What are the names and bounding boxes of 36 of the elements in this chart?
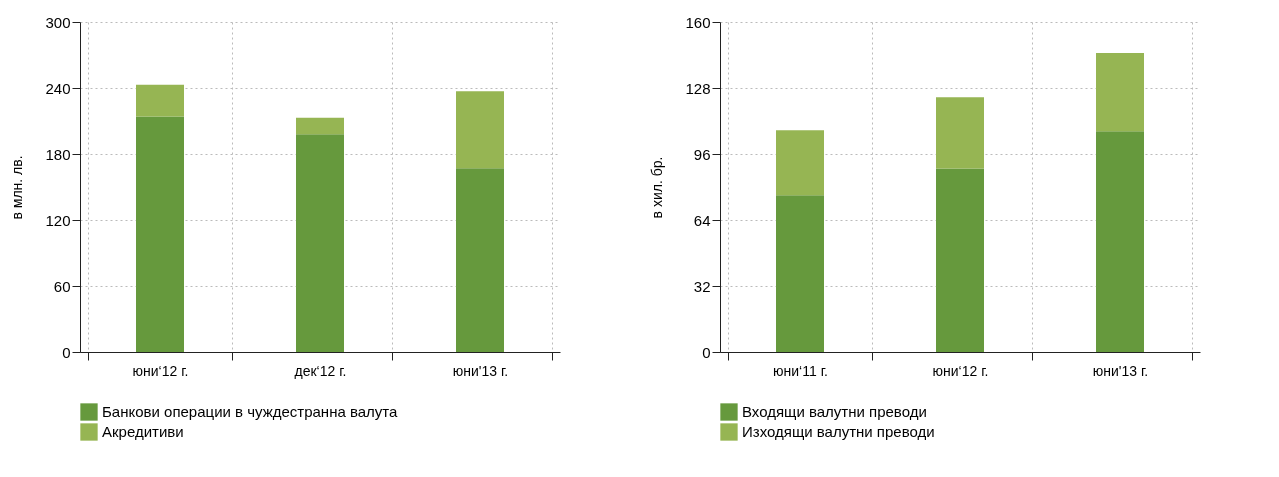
x-tick-label: юни‘11 г.	[773, 362, 828, 379]
bar	[936, 97, 984, 169]
legend-label: Изходящи валутни преводи	[742, 423, 935, 440]
y-tick-label: 160	[685, 13, 711, 31]
y-tick-label: 120	[45, 211, 71, 229]
legend-label: Входящи валутни преводи	[742, 403, 927, 420]
bar	[936, 168, 984, 352]
x-tick-label: юни'13 г.	[452, 362, 509, 379]
bar	[136, 84, 184, 117]
bar	[456, 91, 504, 169]
y-tick-label: 180	[45, 145, 71, 163]
x-tick-label: юни'13 г.	[1092, 362, 1149, 379]
bar	[776, 130, 824, 196]
y-tick-label: 128	[685, 79, 711, 97]
y-tick-label: 240	[45, 79, 71, 97]
y-tick-label: 0	[62, 343, 71, 361]
y-axis-title: в млн. лв.	[9, 155, 26, 220]
y-tick-label: 32	[693, 277, 711, 295]
bar	[296, 134, 344, 352]
y-tick-label: 64	[693, 211, 711, 229]
legend-label: Акредитиви	[102, 423, 184, 440]
legend-label: Банкови операции в чуждестранна валута	[102, 403, 399, 420]
bar	[776, 195, 824, 352]
y-tick-label: 0	[702, 343, 711, 361]
bar	[296, 117, 344, 135]
x-tick-label: юни‘12 г.	[132, 362, 189, 379]
bar	[456, 168, 504, 352]
bar	[136, 116, 184, 352]
x-tick-label: дек‘12 г.	[294, 362, 347, 379]
y-tick-label: 96	[693, 145, 711, 163]
x-tick-label: юни‘12 г.	[932, 362, 989, 379]
y-tick-label: 300	[45, 13, 71, 31]
y-tick-label: 60	[53, 277, 71, 295]
bar	[1096, 52, 1144, 132]
y-axis-title: в хил. бр.	[649, 156, 666, 219]
bar	[1096, 131, 1144, 352]
